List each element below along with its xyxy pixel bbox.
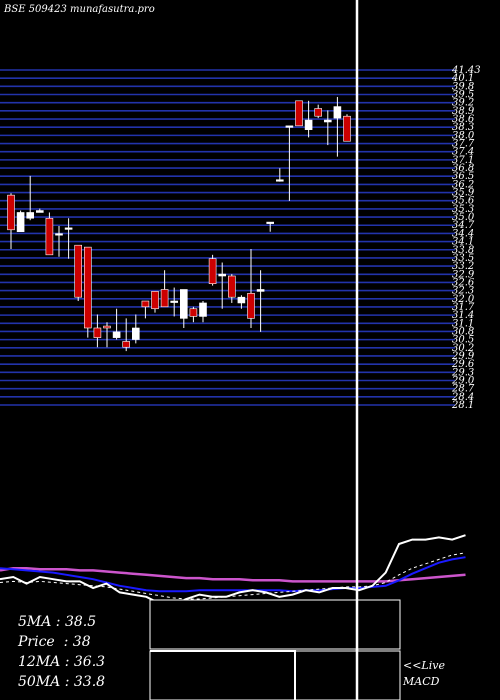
chart-decorations [149, 0, 401, 700]
price-label: 29.0 [451, 375, 475, 386]
candle-body [35, 210, 44, 213]
price-label: 32.6 [452, 277, 475, 288]
candle-body [45, 217, 54, 256]
price-label: 32.3 [452, 286, 474, 297]
ma50-value: 50MA : 33.8 [18, 674, 106, 690]
price-label: 31.1 [452, 318, 474, 329]
candle-body [208, 258, 217, 285]
price-label: 40.1 [451, 73, 474, 84]
candle-body [343, 115, 351, 142]
price-value: Price : 38 [18, 634, 91, 650]
price-label: 32.9 [452, 269, 475, 280]
price-label: 37.7 [452, 139, 475, 150]
candle-body [112, 331, 121, 338]
price-axis-labels: 41.4340.139.839.539.238.938.638.338.037.… [451, 65, 481, 411]
indicator-line [0, 556, 466, 593]
price-label: 41.43 [451, 65, 481, 76]
candle-body [199, 302, 207, 317]
price-label: 29.9 [451, 351, 475, 362]
candle-body [266, 221, 275, 224]
ma5-value: 5MA : 38.5 [18, 614, 97, 630]
live-label: <<Live [403, 659, 445, 672]
indicator-line [0, 534, 466, 607]
price-label: 31.4 [452, 310, 474, 321]
candle-body [189, 308, 198, 317]
candle-body [74, 244, 82, 298]
candle-body [160, 289, 169, 308]
candlesticks [7, 96, 351, 352]
price-label: 39.5 [452, 90, 474, 101]
price-label: 35.9 [452, 188, 475, 199]
chart-title: BSE 509423 munafasutra.pro [4, 4, 155, 15]
stats-panel: 5MA : 38.5 Price : 38 12MA : 36.3 50MA :… [18, 612, 105, 692]
candle-body [55, 233, 63, 236]
price-label: 29.6 [451, 359, 475, 370]
candle-body [26, 212, 35, 219]
candle-body [228, 275, 236, 298]
price-label: 35.3 [452, 204, 474, 215]
price-label: 28.7 [451, 384, 475, 395]
candle-body [314, 108, 323, 117]
ma12-value: 12MA : 36.3 [18, 654, 106, 670]
candle-body [237, 296, 246, 304]
candle-body [122, 341, 130, 348]
price-label: 33.2 [452, 261, 474, 272]
price-label: 33.5 [452, 253, 474, 264]
price-label: 30.2 [452, 343, 474, 354]
price-label: 33.8 [452, 245, 474, 256]
candle-body [64, 227, 73, 230]
macd-box-top [149, 599, 401, 650]
macd-label: MACD [403, 675, 440, 688]
candle-body [132, 327, 140, 340]
candle-body [141, 300, 150, 308]
candle-body [93, 327, 102, 338]
candle-body [16, 212, 25, 233]
price-label: 28.4 [451, 392, 474, 403]
price-label: 39.8 [452, 81, 474, 92]
price-label: 38.3 [452, 122, 474, 133]
price-label: 39.2 [452, 98, 474, 109]
candle-body [103, 325, 111, 329]
price-label: 34.4 [452, 228, 474, 239]
candle-body [323, 119, 332, 123]
candle-body [180, 289, 188, 319]
candle-body [275, 179, 284, 182]
price-label: 29.3 [451, 367, 474, 378]
candle-body [170, 300, 178, 303]
price-gridlines [0, 69, 455, 406]
price-label: 37.1 [452, 155, 474, 166]
price-label: 36.8 [452, 163, 474, 174]
candle-body [84, 246, 92, 329]
candle-body [7, 194, 15, 231]
price-label: 32.0 [452, 294, 475, 305]
price-label: 36.5 [452, 171, 474, 182]
price-label: 31.7 [452, 302, 475, 313]
price-label: 35.6 [452, 196, 475, 207]
price-label: 38.6 [452, 114, 475, 125]
candle-body [256, 289, 265, 292]
candle-body [295, 100, 303, 127]
price-label: 30.5 [452, 335, 474, 346]
indicator-lines [0, 534, 466, 607]
candle-body [151, 291, 159, 310]
candle-body [218, 273, 226, 277]
price-label: 36.2 [452, 179, 474, 190]
price-label: 28.1 [451, 400, 474, 411]
price-label: 35.0 [452, 212, 475, 223]
live-macd-label: <<Live MACD [403, 658, 445, 690]
candle-body [304, 119, 313, 130]
price-label: 30.8 [452, 326, 474, 337]
candle-body [333, 106, 342, 119]
price-label: 34.7 [452, 220, 475, 231]
price-label: 37.4 [452, 147, 474, 158]
price-label: 38.9 [452, 106, 475, 117]
macd-box-bottom [149, 650, 401, 700]
price-label: 34.1 [452, 237, 474, 248]
candle-body [285, 125, 294, 128]
candle-body [247, 293, 255, 319]
macd-line [150, 650, 296, 700]
indicator-line [0, 552, 466, 600]
price-label: 38.0 [452, 130, 475, 141]
